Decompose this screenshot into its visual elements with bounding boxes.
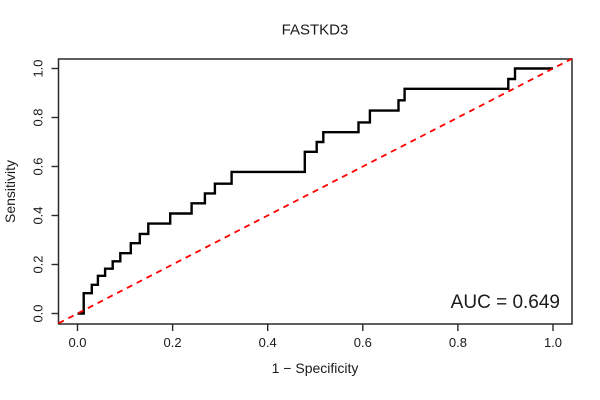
x-tick-label: 0.4 (259, 335, 277, 350)
y-tick-label: 0.4 (31, 206, 46, 224)
y-axis-ticks: 0.0 0.2 0.4 0.6 0.8 1.0 (31, 59, 59, 323)
chart-title: FASTKD3 (282, 22, 349, 39)
y-tick-label: 1.0 (31, 59, 46, 77)
x-tick-label: 0.2 (164, 335, 182, 350)
y-axis-label: Sensitivity (2, 160, 18, 223)
y-tick-label: 0.2 (31, 255, 46, 273)
y-tick-label: 0.6 (31, 157, 46, 175)
y-tick-label: 0.0 (31, 304, 46, 322)
roc-curve (77, 67, 553, 315)
x-axis-ticks: 0.0 0.2 0.4 0.6 0.8 1.0 (68, 324, 562, 350)
chance-diagonal-line (58, 57, 573, 325)
x-axis-label: 1 − Specificity (272, 360, 359, 376)
auc-annotation: AUC = 0.649 (451, 292, 560, 313)
plot-box (57, 58, 573, 325)
x-tick-label: 0.6 (354, 335, 372, 350)
y-tick-label: 0.8 (31, 108, 46, 126)
x-tick-label: 0.0 (68, 335, 86, 350)
x-tick-label: 1.0 (544, 335, 562, 350)
series-layer (58, 57, 573, 325)
x-tick-label: 0.8 (449, 335, 467, 350)
